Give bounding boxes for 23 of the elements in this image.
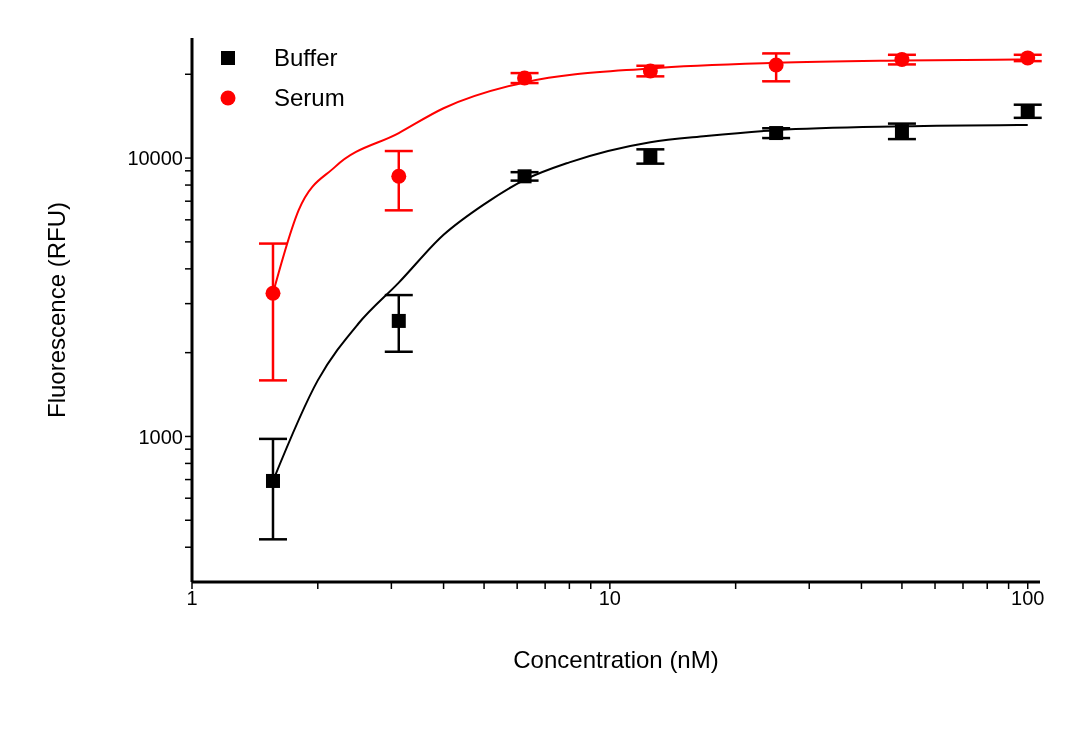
point: [894, 124, 909, 139]
point: [768, 57, 784, 73]
x-tick-label: 100: [1011, 587, 1045, 610]
legend-label: Buffer: [274, 44, 338, 72]
point: [1020, 50, 1036, 66]
point: [1020, 104, 1035, 119]
point: [391, 313, 406, 328]
point: [265, 473, 280, 488]
x-tick-label: 10: [598, 587, 621, 610]
x-tick-label: 1: [186, 587, 198, 610]
point: [894, 52, 910, 68]
point: [642, 63, 658, 79]
point: [265, 285, 281, 301]
point: [517, 70, 533, 86]
x-axis-title: Concentration (nM): [513, 646, 719, 673]
point: [517, 169, 532, 184]
legend-label: Serum: [274, 84, 345, 112]
point: [769, 126, 784, 141]
y-axis-title: Fluorescence (RFU): [42, 201, 70, 419]
point: [391, 168, 407, 184]
point: [643, 149, 658, 164]
y-tick-label: 1000: [138, 425, 183, 448]
y-tick-label: 10000: [127, 147, 183, 170]
